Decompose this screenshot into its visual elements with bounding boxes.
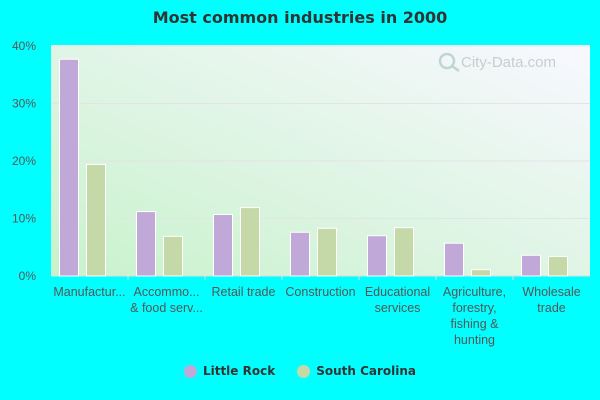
bar-little-rock xyxy=(290,231,310,277)
x-category-label: Accommo... xyxy=(134,285,200,299)
legend-item-south-carolina: South Carolina xyxy=(297,364,416,378)
legend: Little Rock South Carolina xyxy=(0,364,600,378)
bar-south-carolina xyxy=(394,227,414,277)
x-category-label: trade xyxy=(537,301,566,315)
legend-swatch xyxy=(183,364,197,378)
legend-swatch xyxy=(297,364,311,378)
x-category-label: Educational xyxy=(365,285,430,299)
y-tick-label: 40% xyxy=(12,39,36,53)
legend-label: Little Rock xyxy=(202,364,276,378)
y-tick-label: 10% xyxy=(12,212,36,226)
x-category-label: hunting xyxy=(454,333,495,347)
bar-south-carolina xyxy=(317,227,337,277)
legend-item-little-rock: Little Rock xyxy=(183,364,276,378)
bar-south-carolina xyxy=(163,235,183,277)
bar-little-rock xyxy=(521,254,541,277)
bar-south-carolina xyxy=(548,255,568,277)
x-category-label: Retail trade xyxy=(212,285,276,299)
bar-little-rock xyxy=(367,235,387,277)
x-category-label: & food serv... xyxy=(130,301,203,315)
svg-text:City-Data.com: City-Data.com xyxy=(461,54,556,71)
x-category-label: Construction xyxy=(285,285,355,299)
bar-little-rock xyxy=(136,211,156,277)
x-category-label: Manufactur... xyxy=(53,285,125,299)
y-tick-label: 0% xyxy=(19,269,37,283)
y-tick-label: 20% xyxy=(12,154,36,168)
x-category-label: Wholesale xyxy=(522,285,580,299)
bar-south-carolina xyxy=(86,163,106,277)
x-category-label: Agriculture, xyxy=(443,285,506,299)
chart-title: Most common industries in 2000 xyxy=(152,8,448,27)
bar-little-rock xyxy=(444,242,464,277)
x-category-label: forestry, xyxy=(452,301,496,315)
bar-south-carolina xyxy=(240,207,260,277)
bar-little-rock xyxy=(213,213,233,277)
x-category-label: services xyxy=(375,301,421,315)
bar-south-carolina xyxy=(471,269,491,277)
watermark-logo: City-Data.com xyxy=(438,52,556,73)
y-tick-label: 30% xyxy=(12,97,36,111)
legend-label: South Carolina xyxy=(316,364,417,378)
bar-little-rock xyxy=(59,58,79,277)
x-category-label: fishing & xyxy=(451,317,500,331)
